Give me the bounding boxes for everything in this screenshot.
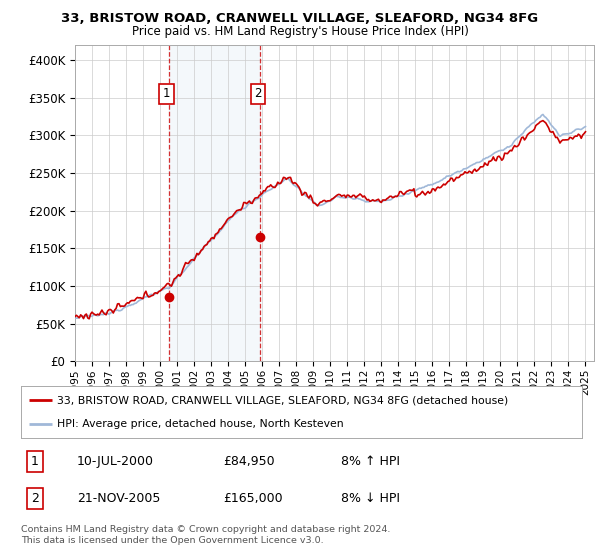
Text: 33, BRISTOW ROAD, CRANWELL VILLAGE, SLEAFORD, NG34 8FG (detached house): 33, BRISTOW ROAD, CRANWELL VILLAGE, SLEA… — [58, 395, 509, 405]
Bar — [169, 45, 260, 361]
Text: 33, BRISTOW ROAD, CRANWELL VILLAGE, SLEAFORD, NG34 8FG: 33, BRISTOW ROAD, CRANWELL VILLAGE, SLEA… — [61, 12, 539, 25]
Text: £84,950: £84,950 — [223, 455, 275, 468]
Text: 21-NOV-2005: 21-NOV-2005 — [77, 492, 160, 505]
Text: HPI: Average price, detached house, North Kesteven: HPI: Average price, detached house, Nort… — [58, 419, 344, 429]
Text: 2: 2 — [254, 87, 262, 100]
Text: Contains HM Land Registry data © Crown copyright and database right 2024.
This d: Contains HM Land Registry data © Crown c… — [21, 525, 391, 545]
Text: 1: 1 — [31, 455, 39, 468]
Text: £165,000: £165,000 — [223, 492, 283, 505]
Text: 8% ↓ HPI: 8% ↓ HPI — [341, 492, 400, 505]
Text: 2: 2 — [31, 492, 39, 505]
Text: 10-JUL-2000: 10-JUL-2000 — [77, 455, 154, 468]
Text: Price paid vs. HM Land Registry's House Price Index (HPI): Price paid vs. HM Land Registry's House … — [131, 25, 469, 38]
Text: 1: 1 — [163, 87, 170, 100]
Text: 8% ↑ HPI: 8% ↑ HPI — [341, 455, 400, 468]
